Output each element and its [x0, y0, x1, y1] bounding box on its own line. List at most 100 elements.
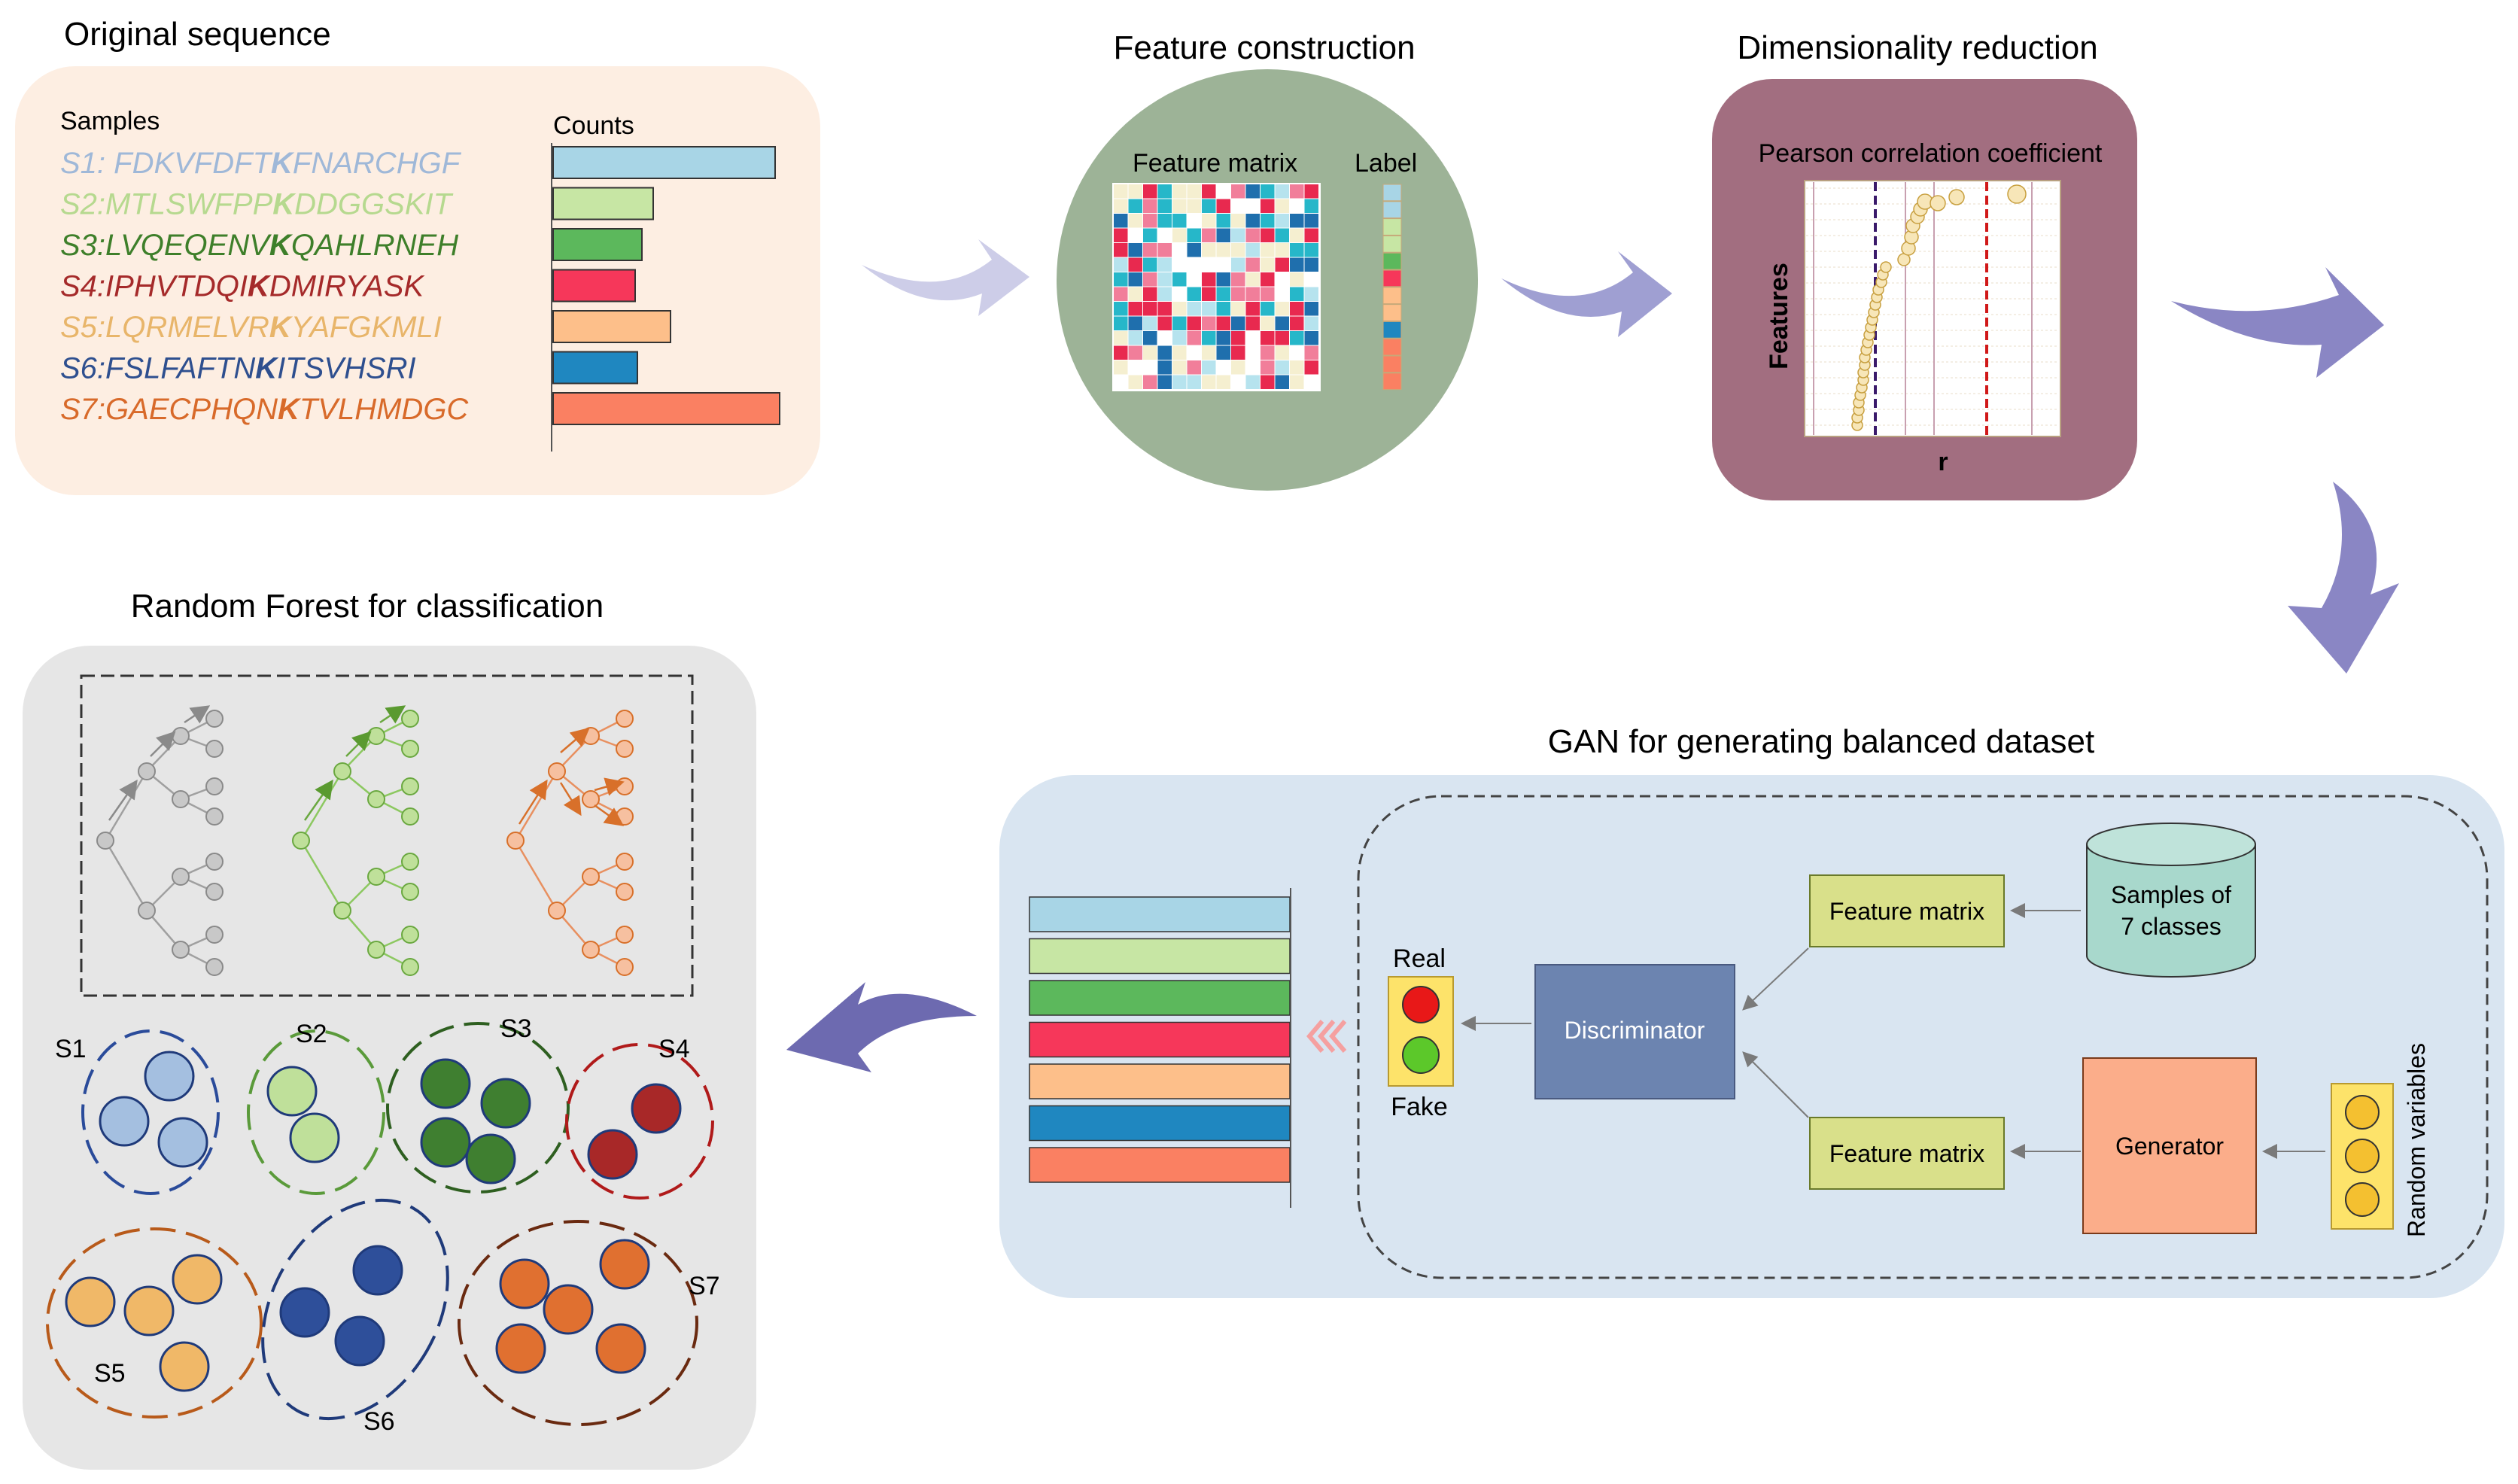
matrix-cell: [1261, 228, 1275, 242]
matrix-cell: [1114, 228, 1128, 242]
sample-point: [465, 1133, 516, 1184]
matrix-cell: [1245, 214, 1260, 228]
matrix-cell: [1143, 287, 1157, 301]
matrix-cell: [1275, 287, 1289, 301]
matrix-cell: [1157, 287, 1172, 301]
fake-label: Fake: [1391, 1093, 1448, 1121]
sequence-suffix: TVLHMDGC: [300, 393, 470, 426]
matrix-cell: [1261, 302, 1275, 316]
cluster-s4: S4: [565, 1035, 714, 1200]
tree-path-arrow: [150, 731, 176, 757]
label-cell: [1382, 252, 1402, 270]
matrix-cell: [1290, 345, 1304, 360]
cluster-boundary: [247, 1029, 385, 1195]
tree-path-arrow: [303, 779, 333, 821]
discriminator-label: Discriminator: [1565, 1017, 1705, 1044]
matrix-cell: [1143, 243, 1157, 257]
tree-path-arrow: [184, 705, 211, 724]
cluster-label: S4: [658, 1035, 690, 1063]
matrix-cell: [1290, 360, 1304, 375]
matrix-cell: [1114, 199, 1128, 213]
tree-node: [401, 807, 419, 826]
matrix-cell: [1157, 375, 1172, 389]
pearson-points: [1851, 184, 2027, 431]
matrix-cell: [1290, 302, 1304, 316]
matrix-cell: [1231, 316, 1245, 330]
matrix-cell: [1187, 228, 1201, 242]
matrix-cell: [1143, 345, 1157, 360]
matrix-cell: [1290, 331, 1304, 345]
gan-output-bar: [1029, 896, 1291, 932]
cluster-label: S7: [689, 1272, 720, 1300]
matrix-cell: [1128, 272, 1142, 287]
matrix-cell: [1128, 375, 1142, 389]
gan-title: GAN for generating balanced dataset: [1548, 723, 2094, 760]
matrix-cell: [1245, 316, 1260, 330]
matrix-cell: [1143, 331, 1157, 345]
matrix-cell: [1245, 375, 1260, 389]
sample-point: [266, 1066, 318, 1117]
tree-edge: [300, 840, 344, 911]
tree-node: [401, 740, 419, 758]
count-bar: [552, 392, 780, 425]
sample-point: [599, 1239, 650, 1290]
tree-node: [172, 941, 190, 959]
tree-node: [506, 832, 525, 850]
tree-node: [205, 958, 224, 976]
sample-point: [99, 1096, 150, 1147]
matrix-cell: [1114, 360, 1128, 375]
matrix-cell: [1172, 360, 1187, 375]
matrix-cell: [1114, 184, 1128, 199]
count-bar: [552, 310, 671, 343]
tree-path-arrow: [345, 731, 372, 757]
matrix-cell: [1261, 257, 1275, 272]
matrix-cell: [1172, 331, 1187, 345]
sequence-prefix: S6:FSLFAFTN: [60, 352, 255, 385]
pearson-point: [1948, 189, 1965, 205]
label-cell: [1382, 235, 1402, 253]
sequence-suffix: YAFGKMLI: [291, 311, 442, 344]
tree-node: [172, 868, 190, 886]
matrix-cell: [1128, 184, 1142, 199]
matrix-cell: [1216, 360, 1230, 375]
matrix-cell: [1261, 272, 1275, 287]
sample-point: [495, 1323, 546, 1374]
matrix-cell: [1114, 316, 1128, 330]
tree-node: [205, 883, 224, 901]
cluster-boundary: [46, 1227, 263, 1419]
tree-node: [401, 710, 419, 728]
matrix-cell: [1275, 199, 1289, 213]
sample-point: [631, 1083, 682, 1134]
tree-node: [205, 807, 224, 826]
sample-sequence: S4:IPHVTDQIKDMIRYASK: [60, 270, 425, 303]
matrix-cell: [1290, 199, 1304, 213]
matrix-cell: [1304, 331, 1318, 345]
sample-point: [499, 1258, 550, 1309]
label-cell: [1382, 304, 1402, 321]
matrix-cell: [1202, 375, 1216, 389]
matrix-cell: [1187, 184, 1201, 199]
matrix-cell: [1157, 228, 1172, 242]
pearson-xlabel: r: [1938, 448, 1948, 476]
matrix-cell: [1114, 331, 1128, 345]
matrix-cell: [1157, 257, 1172, 272]
matrix-cell: [1245, 302, 1260, 316]
gan-output-bar: [1029, 1021, 1291, 1058]
tree-node: [616, 710, 634, 728]
matrix-cell: [1275, 316, 1289, 330]
label-cell: [1382, 338, 1402, 356]
matrix-cell: [1187, 345, 1201, 360]
matrix-cell: [1202, 360, 1216, 375]
matrix-cell: [1231, 287, 1245, 301]
matrix-cell: [1245, 243, 1260, 257]
matrix-cell: [1157, 331, 1172, 345]
feature-matrix-grid: [1112, 183, 1321, 391]
label-cell: [1382, 321, 1402, 339]
matrix-cell: [1114, 214, 1128, 228]
tree-node: [582, 727, 600, 745]
matrix-cell: [1245, 345, 1260, 360]
tree-node: [367, 790, 385, 808]
matrix-cell: [1245, 287, 1260, 301]
matrix-cell: [1275, 272, 1289, 287]
